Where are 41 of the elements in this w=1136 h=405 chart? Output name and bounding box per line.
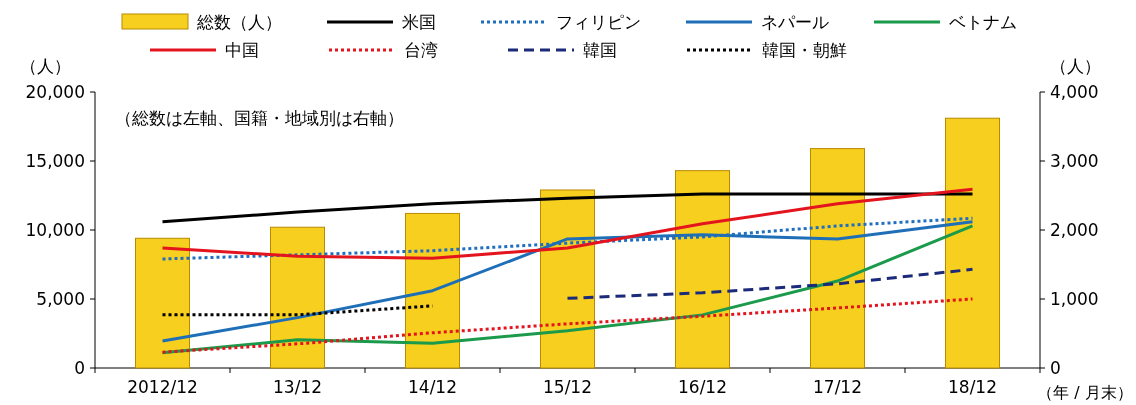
legend-label: 台湾	[404, 40, 438, 60]
x-tick-label: 16/12	[678, 377, 727, 397]
legend-label: 中国	[225, 40, 259, 60]
x-tick-label: 14/12	[408, 377, 457, 397]
y2-tick-label: 1,000	[1050, 289, 1099, 309]
y-tick-label: 0	[74, 358, 85, 378]
annotation: （総数は左軸、国籍・地域別は右軸）	[115, 108, 404, 128]
bar	[540, 189, 595, 369]
y2-tick-label: 3,000	[1050, 151, 1099, 171]
line-series	[566, 267, 974, 300]
y2-tick-label: 4,000	[1050, 82, 1099, 102]
x-tick-label: 13/12	[273, 377, 322, 397]
y2-axis-title: （人）	[1049, 56, 1101, 76]
y-tick-label: 15,000	[25, 151, 85, 171]
x-tick-label: 17/12	[813, 377, 862, 397]
x-axis-title: （年 / 月末）	[1037, 383, 1133, 402]
legend-label: 総数（人）	[196, 12, 282, 32]
y-tick-label: 20,000	[25, 82, 85, 102]
legend-label: 米国	[402, 12, 436, 32]
x-tick-label: 2012/12	[127, 377, 198, 397]
bar	[675, 170, 730, 369]
bar	[945, 117, 1000, 369]
legend-label: 韓国・朝鮮	[762, 40, 847, 60]
bar	[405, 212, 460, 369]
bar	[270, 226, 325, 369]
y2-tick-label: 0	[1050, 358, 1061, 378]
legend-label: ネパール	[761, 12, 829, 32]
legend-label: フィリピン	[556, 12, 641, 32]
bar	[810, 148, 865, 369]
legend-label: 韓国	[583, 40, 617, 60]
line-series	[161, 297, 974, 354]
legend-label: ベトナム	[949, 12, 1017, 32]
line-series	[161, 187, 974, 260]
y-tick-label: 5,000	[36, 289, 85, 309]
x-tick-label: 18/12	[948, 377, 997, 397]
bar	[135, 237, 190, 369]
y2-tick-label: 2,000	[1050, 220, 1099, 240]
y-tick-label: 10,000	[25, 220, 85, 240]
y-axis-title: （人）	[19, 56, 71, 76]
x-tick-label: 15/12	[543, 377, 592, 397]
line-series	[161, 192, 974, 224]
